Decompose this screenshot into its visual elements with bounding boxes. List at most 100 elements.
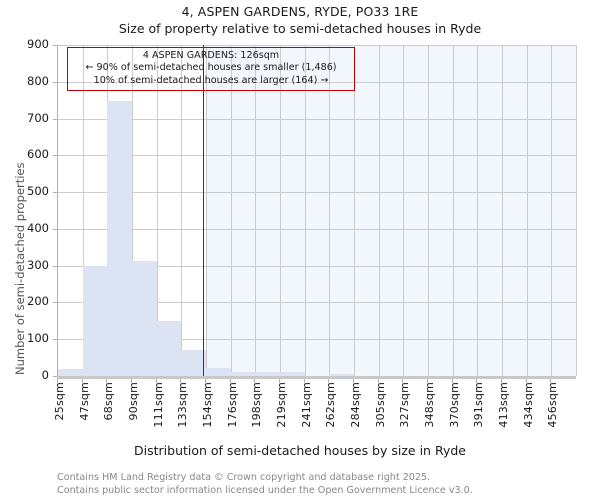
x-axis-tick-label: 25sqm <box>53 382 66 421</box>
x-axis-tick-label: 111sqm <box>151 382 165 428</box>
x-axis-tick-mark <box>377 379 379 383</box>
y-axis-tick-mark <box>53 302 57 304</box>
x-axis-tick-label: 370sqm <box>447 382 461 428</box>
footer-line-2: Contains public sector information licen… <box>57 484 473 496</box>
x-axis-tick-mark <box>279 379 280 383</box>
x-axis-tick-label: 348sqm <box>423 382 436 428</box>
gridline-vertical <box>230 45 232 376</box>
chart-subtitle: Size of property relative to semi-detach… <box>118 21 482 36</box>
x-axis-tick-mark <box>57 379 58 383</box>
gridline-vertical <box>526 45 528 376</box>
gridline-vertical <box>255 45 257 376</box>
histogram-bar <box>230 371 256 376</box>
x-axis-tick-mark <box>451 379 453 383</box>
x-axis-tick-mark <box>254 379 256 383</box>
y-axis-tick-label: 0 <box>41 368 49 382</box>
x-axis-title: Distribution of semi-detached houses by … <box>134 443 466 458</box>
histogram-bar <box>58 368 83 376</box>
gridline-vertical <box>428 45 429 376</box>
gridline-vertical <box>156 45 158 376</box>
histogram-bar <box>280 372 305 376</box>
x-axis-tick-label: 434sqm <box>521 382 535 428</box>
x-axis-tick-mark <box>427 379 428 383</box>
histogram-bar <box>255 371 280 376</box>
y-axis-tick-label: 500 <box>27 184 49 199</box>
larger-properties-shaded-region <box>206 45 576 376</box>
gridline-horizontal <box>58 118 576 120</box>
x-axis-tick-mark <box>476 379 478 383</box>
gridline-horizontal <box>58 81 576 83</box>
y-axis-tick-label: 800 <box>27 73 49 88</box>
x-axis-tick-label: 133sqm <box>176 382 190 428</box>
x-axis-tick-label: 198sqm <box>250 382 264 428</box>
y-axis-tick-label: 600 <box>27 147 49 162</box>
plot-area <box>57 45 577 377</box>
gridline-horizontal <box>58 339 576 341</box>
x-axis-tick-label: 68sqm <box>102 382 116 421</box>
y-axis-tick-label: 100 <box>27 331 49 346</box>
gridline-vertical <box>502 45 503 376</box>
x-axis-tick-mark <box>229 379 231 383</box>
footer-line-1: Contains HM Land Registry data © Crown c… <box>57 472 431 483</box>
y-axis-tick-label: 900 <box>27 37 49 51</box>
gridline-vertical <box>354 45 355 376</box>
property-size-marker-line <box>202 45 205 376</box>
annotation-line-2: ← 90% of semi-detached houses are smalle… <box>85 62 337 74</box>
y-axis-tick-label: 400 <box>27 220 49 235</box>
gridline-vertical <box>477 45 479 376</box>
y-axis-tick-label: 300 <box>27 257 49 272</box>
y-axis-tick-mark <box>53 118 57 120</box>
chart-title: 4, ASPEN GARDENS, RYDE, PO33 1RE <box>181 4 419 19</box>
histogram-bar <box>132 261 157 376</box>
x-axis-tick-label: 305sqm <box>373 382 387 428</box>
histogram-bar <box>329 374 354 376</box>
x-axis-tick-mark <box>525 379 527 383</box>
gridline-vertical <box>280 45 281 376</box>
y-axis-tick-mark <box>53 45 57 46</box>
annotation-line-1: 4 ASPEN GARDENS: 126sqm <box>142 50 280 61</box>
histogram-bar <box>82 266 108 376</box>
x-axis-tick-label: 176sqm <box>225 382 239 428</box>
x-axis-tick-mark <box>402 379 404 383</box>
histogram-bar <box>206 367 231 376</box>
x-axis-tick-label: 413sqm <box>497 382 510 428</box>
gridline-vertical <box>329 45 331 376</box>
x-axis-tick-label: 456sqm <box>546 382 560 428</box>
y-axis-tick-mark <box>53 228 57 230</box>
x-axis-tick-label: 47sqm <box>77 382 91 421</box>
gridline-horizontal <box>58 45 576 46</box>
y-axis-tick-mark <box>53 339 57 341</box>
gridline-horizontal <box>58 192 576 194</box>
gridline-vertical <box>132 45 133 376</box>
histogram-bar <box>156 320 182 376</box>
x-axis-tick-mark <box>106 379 108 383</box>
x-axis-tick-mark <box>205 379 206 383</box>
gridline-vertical <box>551 45 553 376</box>
gridline-vertical <box>452 45 454 376</box>
x-axis-tick-mark <box>328 379 330 383</box>
x-axis-tick-mark <box>180 379 182 383</box>
x-axis-tick-label: 219sqm <box>275 382 288 428</box>
y-axis-tick-mark <box>53 155 57 157</box>
y-axis-tick-mark <box>53 192 57 194</box>
x-axis-tick-mark <box>501 379 502 383</box>
gridline-horizontal <box>58 155 576 157</box>
gridline-vertical <box>378 45 380 376</box>
gridline-vertical <box>82 45 84 376</box>
x-axis-tick-mark <box>131 379 132 383</box>
histogram-bar <box>107 101 132 376</box>
gridline-horizontal <box>58 302 576 304</box>
gridline-vertical <box>181 45 183 376</box>
y-axis-tick-mark <box>53 265 57 267</box>
x-axis-tick-mark <box>303 379 305 383</box>
gridline-vertical <box>206 45 207 376</box>
x-axis-tick-label: 241sqm <box>299 382 313 428</box>
y-axis-tick-mark <box>53 81 57 83</box>
annotation-line-3: 10% of semi-detached houses are larger (… <box>93 74 329 86</box>
gridline-horizontal <box>58 228 576 230</box>
gridline-horizontal <box>58 265 576 267</box>
gridline-vertical <box>304 45 306 376</box>
x-axis-tick-label: 90sqm <box>127 382 140 421</box>
x-axis-tick-mark <box>550 379 552 383</box>
